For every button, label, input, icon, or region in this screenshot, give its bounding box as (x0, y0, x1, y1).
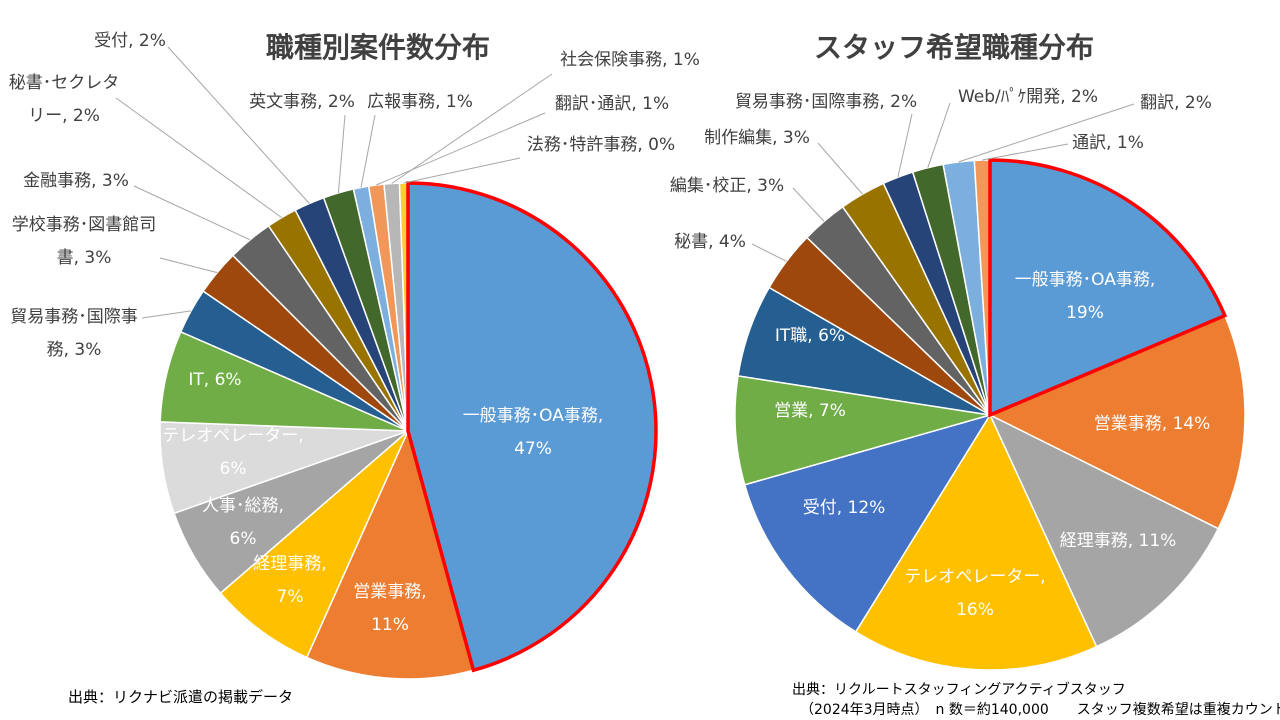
slice-category-label: 一般事務･OA事務, (463, 406, 604, 426)
slice-label: 通訳, 1% (1072, 133, 1144, 153)
pie-slice (305, 428, 475, 680)
highlight-outline (406, 181, 658, 673)
slice-label: 受付, 2% (94, 31, 166, 51)
slice-label: 務, 3% (47, 340, 102, 360)
slice-label: 秘書･セクレタ (9, 73, 120, 93)
highlight-border (406, 181, 658, 673)
source-note: 出典：リクナビ派遣の掲載データ (68, 688, 293, 706)
slice-category-label: 営業事務, (353, 582, 426, 602)
highlight-outline (988, 158, 1228, 418)
slice-category-label: テレオペレーター, (904, 567, 1045, 587)
slice-value-label: 6% (220, 459, 247, 479)
slice-label: 営業, 7% (774, 401, 846, 421)
slice-category-label: テレオペレーター, (162, 426, 303, 446)
slice-value-label: 19% (1066, 303, 1104, 323)
leader-line (337, 114, 346, 194)
slice-label: リー, 2% (28, 106, 100, 126)
slice-label: 学校事務･図書館司 (12, 215, 157, 235)
leader-line (376, 112, 546, 186)
slice-label: Web/ﾊﾟｹ開発, 2% (958, 87, 1098, 107)
slice-label: 制作編集, 3% (704, 128, 810, 148)
slice-label: 書, 3% (57, 248, 112, 268)
pie-chart-staff-preferences: スタッフ希望職種分布 一般事務･OA事務, 19% 営業事務, 14% 経理事務, 1… (670, 31, 1280, 718)
leader-line (159, 257, 218, 274)
source-note-line2: （2024年3月時点） n 数＝約140,000 スタッフ複数希望は重複カウント (800, 701, 1280, 718)
leader-line (817, 142, 863, 195)
pie-slices (734, 159, 1246, 671)
source-note-line1: 出典：リクルートスタッフィングアクティブスタッフ (792, 681, 1126, 698)
highlight-border (988, 158, 1228, 418)
slice-label: IT, 6% (188, 370, 241, 390)
slice-label: 翻訳, 2% (1140, 93, 1212, 113)
chart-title: 職種別案件数分布 (266, 31, 490, 64)
slice-label: 英文事務, 2% (249, 92, 355, 112)
leader-line (141, 310, 192, 319)
slice-category-label: 経理事務, (253, 554, 326, 574)
slice-label: 法務･特許事務, 0% (527, 135, 675, 155)
leader-line (927, 102, 951, 168)
slice-label: IT職, 6% (775, 326, 845, 346)
slice-label: 金融事務, 3% (23, 171, 129, 191)
chart-title: スタッフ希望職種分布 (814, 31, 1094, 64)
slice-category-label: 人事･総務, (202, 496, 284, 516)
slice-label: 営業事務, 14% (1094, 414, 1211, 434)
slice-value-label: 7% (277, 587, 304, 607)
leader-line (391, 73, 553, 184)
leader-line (792, 187, 825, 222)
slice-label: 貿易事務･国際事務, 2% (735, 92, 917, 112)
leader-line (133, 185, 251, 241)
slice-value-label: 47% (514, 439, 552, 459)
leader-line (751, 243, 787, 262)
slice-value-label: 11% (371, 615, 409, 635)
slice-value-label: 16% (956, 600, 994, 620)
slice-label: 秘書, 4% (674, 232, 746, 252)
leader-line (897, 113, 913, 178)
pie-slice (988, 413, 1220, 648)
leader-line (982, 143, 1069, 161)
slice-label: 広報事務, 1% (367, 92, 473, 112)
slice-label: 貿易事務･国際事 (10, 307, 138, 327)
slice-labels: 一般事務･OA事務, 47% 営業事務, 11% 経理事務, 7% 人事･総務, 6% テレオペ… (9, 31, 700, 635)
slice-label: 受付, 12% (803, 498, 886, 518)
leader-line (403, 157, 521, 184)
slice-label: 社会保険事務, 1% (560, 50, 700, 70)
pie-slice (743, 413, 992, 633)
slice-labels: 一般事務･OA事務, 19% 営業事務, 14% 経理事務, 11% テレオペレーター,… (670, 87, 1212, 620)
slice-value-label: 6% (230, 529, 257, 549)
leader-line (958, 103, 1135, 163)
slice-label: 編集･校正, 3% (670, 176, 784, 196)
pie-slice (988, 314, 1246, 530)
pie-slice (854, 413, 1098, 671)
slice-label: 翻訳･通訳, 1% (555, 94, 669, 114)
pie-chart-job-postings: 職種別案件数分布 一般事務･OA事務, 47% 営業事務, 11% 経理事務, 7% 人事･… (9, 31, 700, 706)
pie-slice (219, 430, 409, 659)
slice-label: 経理事務, 11% (1060, 531, 1177, 551)
leader-line (115, 97, 282, 219)
slice-category-label: 一般事務･OA事務, (1015, 270, 1156, 290)
leader-line (360, 114, 376, 188)
pie-slice (734, 375, 991, 486)
leader-line (167, 46, 310, 204)
